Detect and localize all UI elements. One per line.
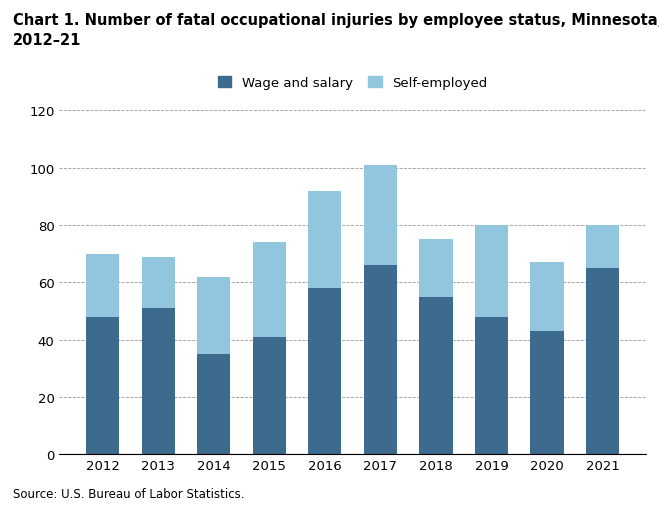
Bar xyxy=(586,226,619,269)
Bar xyxy=(142,309,175,454)
Bar xyxy=(308,191,341,288)
Bar xyxy=(142,257,175,309)
Text: Chart 1. Number of fatal occupational injuries by employee status, Minnesota,: Chart 1. Number of fatal occupational in… xyxy=(13,13,659,28)
Bar xyxy=(419,297,453,454)
Bar xyxy=(252,337,286,454)
Bar xyxy=(308,288,341,454)
Bar xyxy=(86,317,119,454)
Bar xyxy=(530,263,563,331)
Bar xyxy=(86,254,119,317)
Bar xyxy=(586,269,619,454)
Bar xyxy=(364,166,397,266)
Legend: Wage and salary, Self-employed: Wage and salary, Self-employed xyxy=(217,76,488,89)
Bar xyxy=(530,331,563,454)
Bar xyxy=(474,317,508,454)
Text: 2012–21: 2012–21 xyxy=(13,33,82,48)
Bar xyxy=(474,226,508,317)
Bar xyxy=(252,243,286,337)
Bar xyxy=(197,277,231,355)
Bar xyxy=(197,355,231,454)
Bar xyxy=(419,240,453,297)
Bar xyxy=(364,266,397,454)
Text: Source: U.S. Bureau of Labor Statistics.: Source: U.S. Bureau of Labor Statistics. xyxy=(13,487,244,500)
